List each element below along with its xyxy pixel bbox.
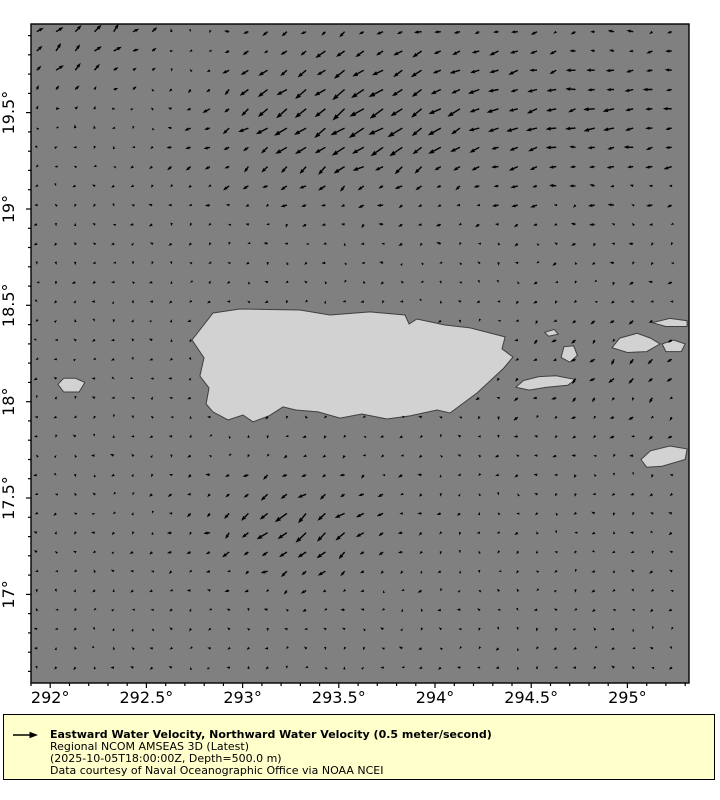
- svg-text:17.5°: 17.5°: [0, 476, 18, 520]
- island-st-thomas: [611, 332, 662, 354]
- legend-courtesy: Data courtesy of Naval Oceanographic Off…: [50, 764, 384, 777]
- legend-title: Eastward Water Velocity, Northward Water…: [50, 728, 492, 741]
- svg-text:294.5°: 294.5°: [504, 688, 558, 707]
- svg-text:19.5°: 19.5°: [0, 91, 18, 135]
- island-culebra: [560, 345, 578, 363]
- island-tortola: [650, 317, 688, 327]
- svg-text:293°: 293°: [223, 688, 262, 707]
- island-st-croix: [640, 445, 688, 468]
- svg-text:19°: 19°: [0, 195, 18, 223]
- svg-text:293.5°: 293.5°: [312, 688, 366, 707]
- island-mona: [57, 377, 86, 393]
- island-cays-east-of-puerto-rico: [543, 328, 560, 337]
- legend-dataset: Regional NCOM AMSEAS 3D (Latest): [50, 740, 249, 753]
- svg-text:292.5°: 292.5°: [119, 688, 173, 707]
- legend-box: Eastward Water Velocity, Northward Water…: [3, 714, 715, 780]
- velocity-quiver-map: 292° 292.5° 293° 293.5° 294° 294.5° 295° 17° 17.…: [0, 23, 690, 707]
- reference-arrow-icon: [13, 731, 38, 739]
- svg-text:292°: 292°: [31, 688, 70, 707]
- svg-text:17°: 17°: [0, 580, 18, 608]
- quiver-arrow-heads: [33, 24, 674, 671]
- legend-time-depth: (2025-10-05T18:00:00Z, Depth=500.0 m): [50, 752, 282, 765]
- svg-text:18°: 18°: [0, 388, 18, 416]
- island-puerto-rico: [191, 308, 514, 423]
- map-frame: [30, 23, 690, 684]
- x-axis-ticks: 292° 292.5° 293° 293.5° 294° 294.5° 295°: [30, 683, 686, 707]
- svg-text:18.5°: 18.5°: [0, 283, 18, 327]
- svg-text:295°: 295°: [608, 688, 647, 707]
- svg-text:294°: 294°: [416, 688, 455, 707]
- y-axis-ticks: 17° 17.5° 18° 18.5° 19° 19.5°: [0, 34, 31, 673]
